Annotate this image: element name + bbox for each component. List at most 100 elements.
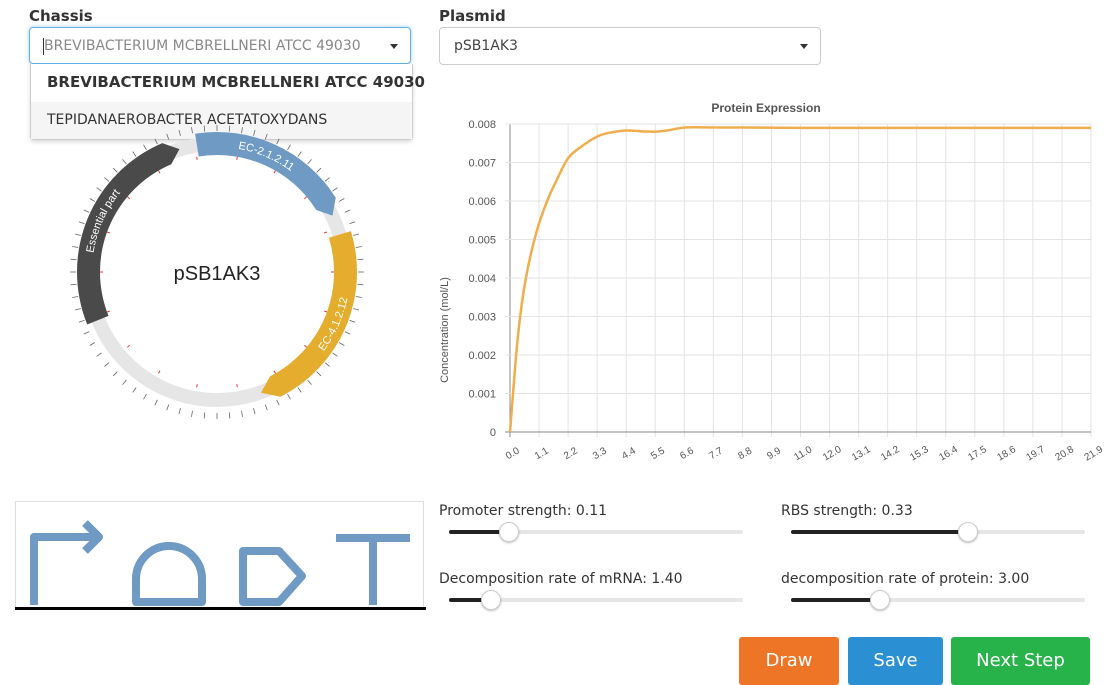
promoter-strength-slider[interactable]	[449, 522, 743, 542]
text-cursor	[43, 38, 44, 55]
next-step-button[interactable]: Next Step	[951, 637, 1090, 685]
plasmid-tick	[83, 209, 90, 213]
plasmid-tick	[276, 138, 280, 145]
draw-button[interactable]: Draw	[739, 637, 839, 685]
plasmid-tick	[132, 151, 137, 157]
plasmid-site-mark	[127, 196, 130, 200]
slider-handle[interactable]	[498, 522, 519, 542]
plasmid-tick	[104, 362, 110, 367]
plasmid-tick	[72, 246, 79, 248]
plasmid-site-mark	[196, 156, 198, 160]
plasmid-tick	[264, 404, 268, 411]
x-tick-label: 12.0	[821, 444, 844, 463]
y-tick-label: 0.006	[468, 196, 496, 208]
y-tick-label: 0.007	[468, 158, 496, 170]
x-tick-label: 5.5	[649, 445, 667, 462]
plasmid-tick	[253, 129, 256, 136]
y-tick-label: 0	[490, 427, 496, 439]
design-baseline	[15, 607, 426, 610]
x-tick-label: 8.8	[736, 445, 754, 462]
plasmid-tick	[132, 387, 137, 393]
essential-part-segment[interactable]	[77, 143, 180, 325]
plasmid-select[interactable]: pSB1AK3	[439, 27, 821, 65]
plasmid-tick	[154, 399, 158, 406]
chassis-select-value: BREVIBACTERIUM MCBRELLNERI ATCC 49030	[44, 38, 361, 54]
x-tick-label: 13.1	[850, 444, 873, 463]
plasmid-tick	[332, 352, 338, 357]
plasmid-site-mark	[273, 370, 276, 374]
plasmid-tick	[338, 198, 345, 202]
slider-handle[interactable]	[481, 590, 502, 610]
plasmid-tick	[70, 283, 77, 286]
cds-icon[interactable]	[239, 547, 306, 606]
protein-expression-chart: Protein Expression Concentration (mol/L)…	[439, 101, 1106, 463]
plasmid-label: Plasmid	[439, 7, 506, 25]
chassis-select[interactable]: BREVIBACTERIUM MCBRELLNERI ATCC 49030	[29, 27, 411, 64]
y-tick-label: 0.005	[468, 235, 496, 247]
genetic-design-glyphs	[30, 520, 410, 606]
plasmid-tick	[276, 399, 280, 406]
x-tick-label: 2.2	[562, 445, 580, 462]
plasmid-site-mark	[158, 370, 161, 374]
chevron-down-icon[interactable]	[800, 44, 808, 49]
mrna-decomposition-label: Decomposition rate of mRNA: 1.40	[439, 571, 683, 587]
plasmid-tick	[89, 342, 96, 346]
plasmid-tick	[74, 233, 81, 236]
plasmid-tick	[324, 362, 330, 367]
plasmid-tick	[154, 138, 158, 145]
x-tick-label: 21.9	[1083, 444, 1106, 463]
plasmid-tick	[143, 393, 147, 400]
plasmid-tick	[104, 177, 110, 182]
chart-title: Protein Expression	[711, 101, 820, 115]
save-button[interactable]: Save	[848, 637, 943, 685]
y-tick-label: 0.008	[468, 119, 496, 131]
protein-expression-line	[508, 126, 1091, 433]
protein-decomposition-slider[interactable]	[791, 590, 1085, 610]
x-tick-label: 9.9	[765, 445, 783, 462]
plasmid-tick	[78, 221, 85, 225]
plasmid-tick	[357, 283, 364, 286]
x-tick-label: 15.3	[908, 444, 931, 463]
terminator-icon[interactable]	[336, 534, 410, 605]
plasmid-select-value: pSB1AK3	[454, 38, 518, 54]
plasmid-tick	[355, 296, 362, 298]
slider-handle[interactable]	[958, 522, 979, 542]
promoter-icon[interactable]	[30, 520, 103, 605]
plasmid-tick	[178, 129, 181, 136]
plasmid-tick	[203, 412, 206, 419]
plasmid-tick	[316, 167, 322, 173]
plasmid-tick	[307, 379, 312, 385]
promoter-strength-label: Promoter strength: 0.11	[439, 503, 608, 519]
rbs-icon[interactable]	[132, 542, 206, 606]
plasmid-site-mark	[236, 156, 238, 160]
plasmid-tick	[228, 412, 231, 419]
plasmid-tick	[316, 371, 322, 377]
plasmid-tick	[353, 308, 360, 311]
plasmid-tick	[287, 144, 291, 151]
chassis-option[interactable]: BREVIBACTERIUM MCBRELLNERI ATCC 49030	[47, 73, 425, 91]
y-tick-label: 0.004	[468, 273, 496, 285]
plasmid-site-mark	[106, 310, 111, 313]
x-tick-label: 7.7	[707, 445, 725, 462]
plasmid-tick	[143, 144, 147, 151]
x-tick-label: 18.6	[995, 444, 1018, 463]
plasmid-tick	[191, 410, 193, 417]
plasmid-site-mark	[304, 196, 307, 200]
chevron-down-icon[interactable]	[390, 44, 398, 49]
mrna-decomposition-slider[interactable]	[449, 590, 743, 610]
plasmid-name: pSB1AK3	[174, 263, 261, 285]
ec-2-1-2-11-segment[interactable]	[195, 132, 336, 216]
ec-4-1-2-12-segment[interactable]	[260, 231, 358, 397]
plasmid-ticks	[70, 125, 364, 419]
plasmid-tick	[89, 198, 96, 202]
chassis-label: Chassis	[29, 7, 93, 25]
rbs-strength-slider[interactable]	[791, 522, 1085, 542]
plasmid-tick	[349, 319, 356, 323]
plasmid-tick	[264, 133, 268, 140]
plasmid-tick	[287, 393, 291, 400]
x-tick-label: 19.7	[1024, 444, 1047, 463]
plasmid-tick	[112, 167, 118, 173]
x-tick-label: 17.5	[966, 444, 989, 463]
plasmid-tick	[353, 233, 360, 236]
slider-handle[interactable]	[870, 590, 891, 610]
